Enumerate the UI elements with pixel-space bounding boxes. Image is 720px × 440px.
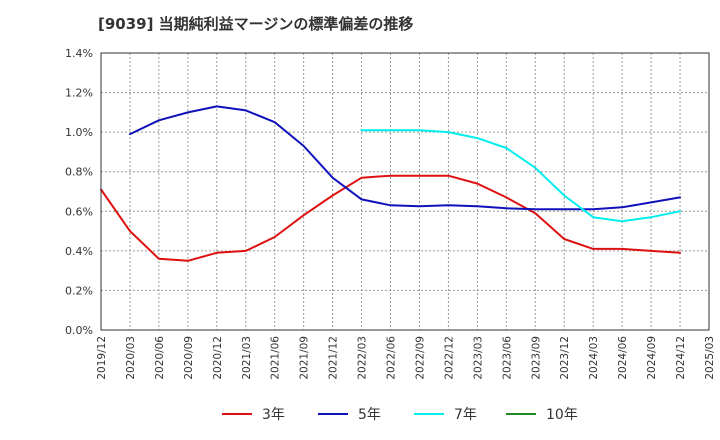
legend-label: 5年	[358, 407, 381, 423]
series-line-1	[129, 105, 681, 211]
legend: 3年 5年 7年 10年	[0, 402, 720, 426]
x-tick-label: 2024/03	[588, 336, 600, 380]
legend-swatch	[222, 413, 252, 415]
series-line-2	[360, 129, 681, 223]
x-tick-label: 2021/03	[241, 336, 253, 380]
x-tick-label: 2022/09	[414, 336, 426, 380]
x-tick-label: 2021/12	[328, 336, 340, 380]
plot-frame	[100, 52, 710, 331]
x-tick-label: 2025/03	[704, 336, 716, 380]
y-tick-label: 1.4%	[65, 47, 93, 60]
x-tick-label: 2020/03	[125, 336, 137, 380]
legend-label: 7年	[454, 407, 477, 423]
x-tick-label: 2023/12	[559, 336, 571, 380]
legend-swatch	[506, 413, 536, 415]
x-tick-label: 2022/06	[386, 336, 398, 380]
x-tick-label: 2021/09	[299, 336, 311, 380]
y-tick-label: 0.0%	[65, 324, 93, 337]
x-tick-label: 2020/09	[183, 336, 195, 380]
legend-item: 7年	[414, 402, 477, 426]
legend-item: 3年	[222, 402, 285, 426]
series-line-0	[100, 174, 681, 262]
x-axis-ticks: 2019/12 2020/03 2020/06 2020/09 2020/12 2021/…	[96, 336, 716, 380]
legend-swatch	[414, 413, 444, 415]
legend-label: 10年	[546, 407, 578, 423]
x-tick-label: 2021/06	[270, 336, 282, 380]
legend-label: 3年	[262, 407, 285, 423]
legend-item: 10年	[506, 402, 578, 426]
legend-swatch	[318, 413, 348, 415]
x-tick-label: 2023/06	[501, 336, 513, 380]
x-tick-label: 2019/12	[96, 336, 108, 380]
x-tick-label: 2023/09	[530, 336, 542, 380]
x-tick-label: 2023/03	[472, 336, 484, 380]
y-tick-label: 1.2%	[65, 87, 93, 100]
x-tick-label: 2024/12	[675, 336, 687, 380]
legend-item: 5年	[318, 402, 381, 426]
x-tick-label: 2024/06	[617, 336, 629, 380]
y-tick-label: 0.8%	[65, 166, 93, 179]
series-lines	[100, 105, 681, 262]
y-axis-ticks: 0.0% 0.2% 0.4% 0.6% 0.8% 1.0% 1.2% 1.4%	[65, 47, 93, 337]
x-tick-label: 2020/06	[154, 336, 166, 380]
y-tick-label: 0.2%	[65, 284, 93, 297]
chart-title: [9039] 当期純利益マージンの標準偏差の推移	[98, 15, 414, 33]
x-tick-label: 2020/12	[212, 336, 224, 380]
y-tick-label: 0.6%	[65, 205, 93, 218]
grid	[101, 52, 709, 330]
x-tick-label: 2022/03	[357, 336, 369, 380]
x-tick-label: 2022/12	[443, 336, 455, 380]
y-tick-label: 1.0%	[65, 126, 93, 139]
x-tick-label: 2024/09	[646, 336, 658, 380]
y-tick-label: 0.4%	[65, 245, 93, 258]
